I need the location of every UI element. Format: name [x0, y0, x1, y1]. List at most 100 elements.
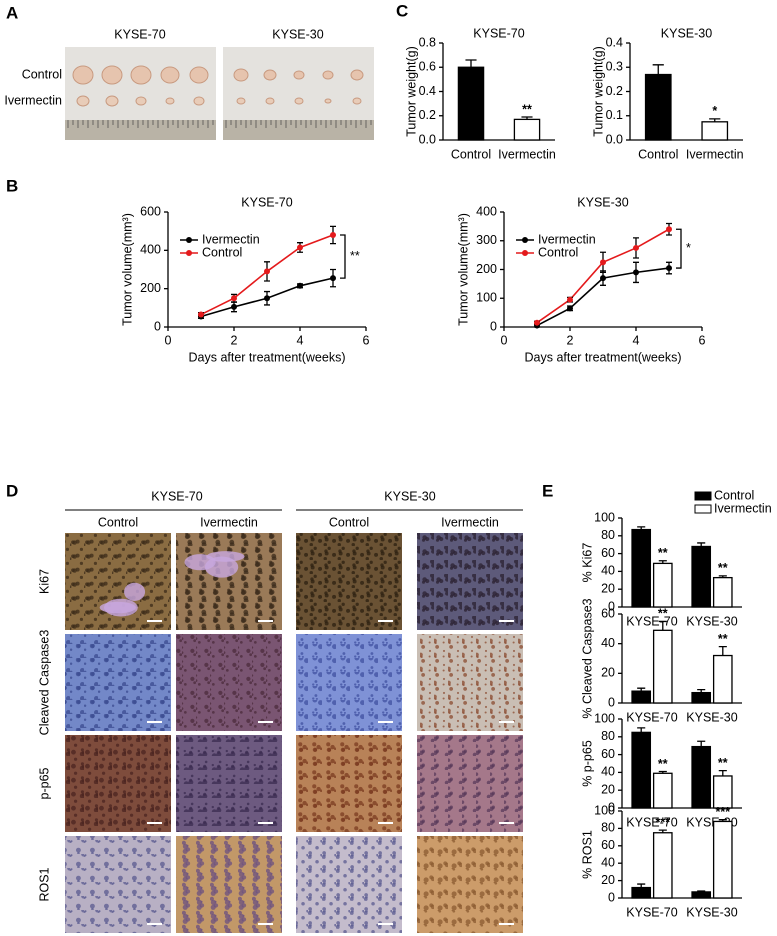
x-tick-label: Control — [451, 147, 491, 161]
ihc-row-label: p-p65 — [37, 767, 51, 799]
data-point — [330, 232, 336, 238]
legend-marker — [522, 250, 528, 256]
x-tick-label: 4 — [633, 333, 640, 347]
y-axis-label: Tumor weight(g) — [404, 46, 418, 137]
tumor — [350, 69, 364, 81]
ihc-image — [417, 735, 523, 832]
x-tick-label: KYSE-30 — [686, 905, 737, 919]
significance-bracket — [340, 234, 346, 279]
ruler — [223, 120, 374, 140]
stroma-patch — [124, 582, 146, 601]
tumor — [189, 66, 209, 84]
y-tick-label: 0 — [608, 695, 615, 709]
photo-column-label: KYSE-30 — [272, 27, 323, 41]
ihc-image — [296, 836, 402, 933]
data-point — [297, 282, 303, 289]
y-tick-label: 80 — [601, 528, 615, 542]
x-tick-label: KYSE-30 — [686, 614, 737, 628]
bar — [691, 545, 712, 608]
tumor — [160, 66, 180, 84]
significance-label: ** — [718, 756, 728, 770]
x-tick-label: KYSE-70 — [626, 710, 677, 724]
bar — [652, 772, 673, 809]
bar — [712, 820, 733, 899]
significance-label: ** — [718, 632, 728, 646]
ihc-column-label: Control — [98, 515, 138, 529]
x-tick-label: 6 — [363, 333, 370, 347]
y-tick-label: 0.1 — [606, 108, 623, 122]
ihc-image — [296, 634, 402, 731]
bar — [712, 576, 733, 608]
error-bar — [697, 890, 706, 892]
y-tick-label: 400 — [140, 243, 161, 257]
bar — [631, 690, 652, 704]
ihc-image — [176, 836, 282, 933]
y-tick-label: 300 — [476, 233, 497, 247]
ihc-image — [417, 836, 523, 933]
y-tick-label: 0.0 — [419, 132, 436, 146]
x-tick-label: 2 — [231, 333, 238, 347]
y-tick-label: 600 — [140, 204, 161, 218]
stroma-patch — [104, 598, 138, 617]
ihc-image — [417, 634, 523, 731]
y-tick-label: 200 — [140, 281, 161, 295]
panel-label: B — [6, 176, 18, 195]
y-tick-label: 0.6 — [419, 60, 436, 74]
data-point — [567, 305, 573, 312]
data-point — [297, 244, 303, 251]
legend-label: Control — [538, 245, 578, 259]
error-bar — [637, 727, 646, 733]
data-point — [330, 275, 336, 282]
legend-label: Control — [714, 488, 754, 502]
ihc-row-label: ROS1 — [37, 867, 51, 901]
significance-label: ** — [658, 757, 668, 771]
tumor — [130, 65, 152, 85]
photo-column-label: KYSE-70 — [114, 27, 165, 41]
chart-title: KYSE-30 — [661, 26, 712, 40]
y-tick-label: 100 — [476, 291, 497, 305]
significance-label: ** — [522, 102, 532, 116]
stroma-patch — [204, 556, 239, 578]
data-point — [264, 268, 270, 275]
y-axis-label: Tumor volume(mm³) — [456, 213, 470, 326]
significance-label: * — [686, 241, 691, 255]
y-tick-label: 60 — [601, 546, 615, 560]
y-tick-label: 60 — [601, 838, 615, 852]
x-tick-label: 0 — [501, 333, 508, 347]
chart-title: KYSE-70 — [241, 195, 292, 209]
y-tick-label: 20 — [601, 782, 615, 796]
significance-label: ** — [658, 607, 668, 621]
bar — [644, 73, 672, 141]
data-point — [633, 244, 639, 251]
y-tick-label: 40 — [601, 564, 615, 578]
bar — [712, 654, 733, 704]
y-axis-label: % ROS1 — [580, 830, 594, 879]
ihc-column-label: Ivermectin — [200, 515, 258, 529]
error-bar — [658, 770, 667, 774]
ihc-column-label: Control — [329, 515, 369, 529]
data-point — [600, 259, 606, 266]
y-tick-label: 0.8 — [419, 35, 436, 49]
ihc-image — [176, 735, 282, 832]
data-point — [231, 303, 237, 310]
legend-label: Ivermectin — [714, 501, 772, 515]
y-axis-label: % p-p65 — [580, 740, 594, 787]
ihc-group-label: KYSE-70 — [151, 489, 202, 503]
x-tick-label: Control — [638, 147, 678, 161]
ihc-image — [417, 533, 523, 630]
ihc-image — [296, 533, 402, 630]
bar — [631, 886, 652, 899]
panel-label: A — [6, 3, 18, 22]
bar — [631, 731, 652, 809]
data-point — [264, 295, 270, 302]
error-bar — [637, 687, 646, 692]
panel-label: E — [542, 481, 553, 500]
error-bar — [652, 64, 664, 75]
y-tick-label: 100 — [594, 510, 615, 524]
tumor — [236, 97, 246, 105]
x-tick-label: 0 — [165, 333, 172, 347]
significance-label: ** — [658, 546, 668, 560]
y-tick-label: 100 — [594, 803, 615, 817]
y-tick-label: 0.4 — [419, 84, 436, 98]
error-bar — [697, 689, 706, 693]
